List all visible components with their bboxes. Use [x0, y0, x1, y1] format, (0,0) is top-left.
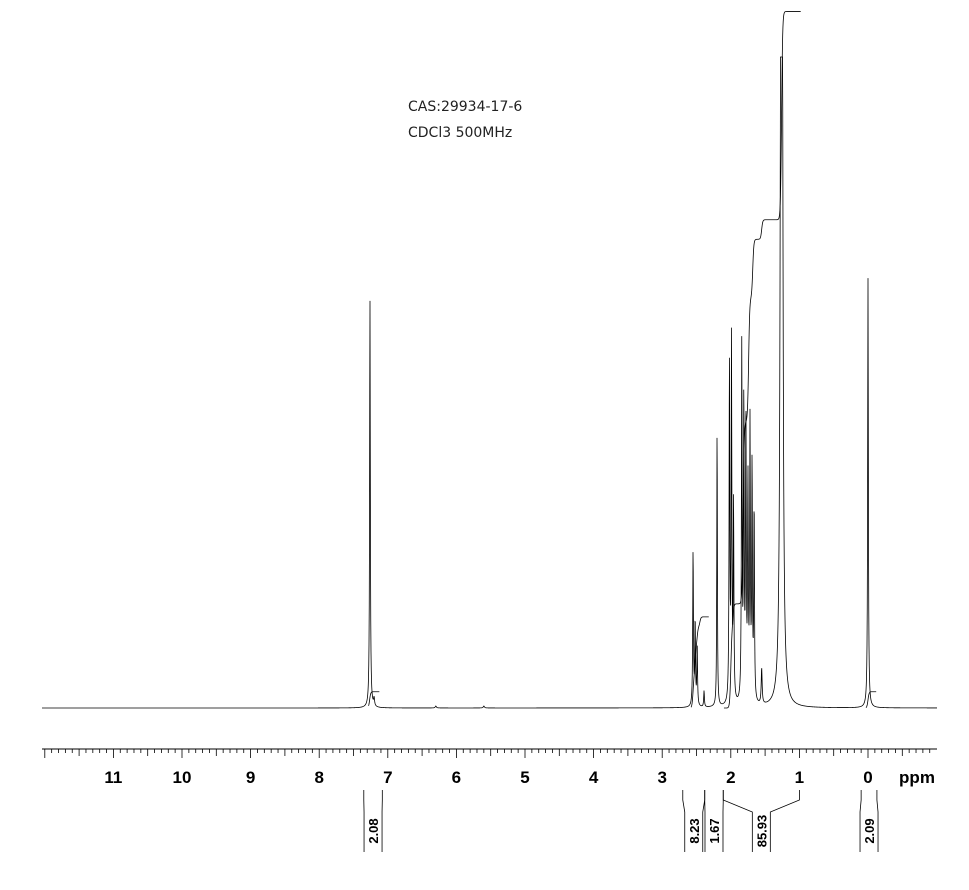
x-tick-label: 11 — [104, 768, 122, 787]
x-tick-label: 4 — [589, 768, 599, 787]
integral-3: 85.93 — [722, 790, 800, 852]
integral-value: 85.93 — [754, 815, 769, 848]
spectrum-trace — [42, 56, 937, 709]
integral-2: 1.67 — [704, 790, 724, 852]
integral-value: 1.67 — [707, 818, 722, 843]
x-tick-label: 0 — [863, 768, 872, 787]
integral-bracket — [722, 790, 800, 852]
integral-0: 2.08 — [363, 790, 383, 852]
x-tick-label: 1 — [795, 768, 804, 787]
solvent-frequency-annotation: CDCl3 500MHz — [408, 125, 513, 141]
integral-curve-0 — [368, 691, 380, 706]
x-tick-label: 6 — [452, 768, 461, 787]
x-tick-label: 10 — [173, 768, 192, 787]
integral-4: 2.09 — [859, 790, 879, 852]
integral-curve-2 — [723, 11, 801, 709]
integral-value: 2.08 — [366, 818, 381, 843]
integral-curve-3 — [865, 691, 877, 708]
x-tick-label: 9 — [246, 768, 255, 787]
integral-bracket — [363, 790, 383, 852]
integral-1: 8.23 — [682, 790, 706, 852]
integral-value: 8.23 — [687, 818, 702, 843]
integral-curve-1 — [690, 616, 709, 708]
x-tick-label: 3 — [657, 768, 666, 787]
x-tick-label: 2 — [726, 768, 735, 787]
cas-annotation: CAS:29934-17-6 — [408, 99, 523, 115]
integral-bracket — [859, 790, 879, 852]
x-tick-label: 7 — [383, 768, 392, 787]
x-tick-label: 5 — [520, 768, 529, 787]
x-tick-label: 8 — [314, 768, 323, 787]
integral-value: 2.09 — [862, 818, 877, 843]
x-axis-label: ppm — [899, 768, 935, 787]
